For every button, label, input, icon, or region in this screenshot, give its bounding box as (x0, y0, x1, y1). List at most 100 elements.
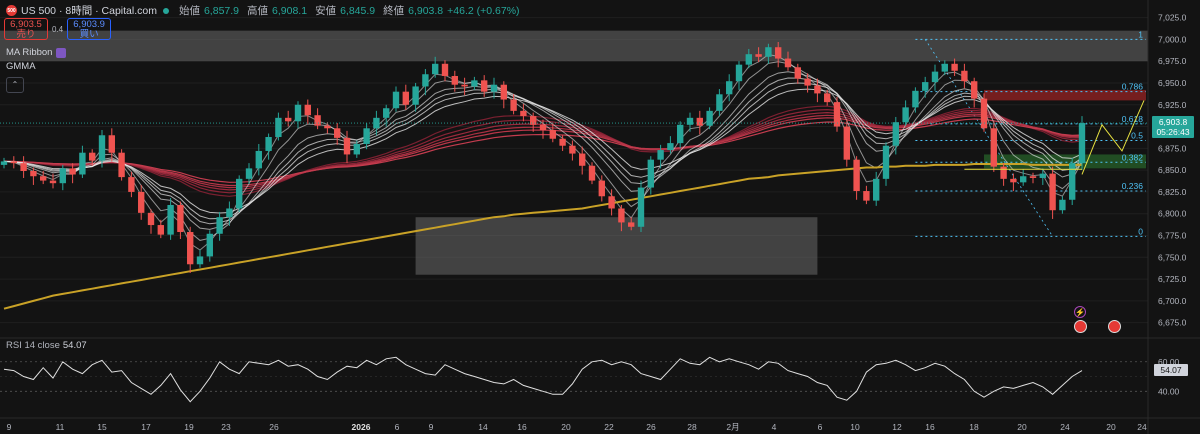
candle-body (588, 165, 596, 181)
candle-body (383, 108, 390, 118)
time-tick-label: 20 (561, 422, 571, 432)
candle-body (343, 137, 351, 155)
price-tick-label: 6,750.0 (1158, 252, 1187, 262)
candle-body (1059, 199, 1066, 211)
candle-body (353, 143, 360, 155)
candle-body (1069, 163, 1076, 200)
time-tick-label: 19 (184, 422, 194, 432)
candle-body (1029, 176, 1037, 178)
candle-body (755, 54, 762, 57)
candle-body (89, 152, 96, 161)
time-tick-label: 26 (269, 422, 279, 432)
candle-body (775, 47, 782, 59)
time-tick-label: 23 (221, 422, 231, 432)
change-value: +46.2 (+0.67%) (447, 4, 520, 17)
time-tick-label: 20 (1106, 422, 1116, 432)
candle-body (971, 81, 978, 99)
candle-body (686, 117, 694, 125)
candle-body (794, 67, 801, 79)
candle-body (118, 152, 125, 178)
price-tick-label: 6,725.0 (1158, 274, 1187, 284)
sell-price: 6,903.5 (10, 19, 42, 30)
candle-body (187, 232, 194, 265)
candle-body (784, 58, 792, 68)
rsi-line (3, 356, 1083, 403)
price-axis[interactable]: 7,025.07,000.06,975.06,950.06,925.06,900… (1147, 0, 1187, 434)
fib-label: 0.5 (1131, 130, 1143, 140)
time-tick-label: 26 (646, 422, 656, 432)
ma-ribbon-label: MA Ribbon (6, 47, 53, 58)
open-label: 始値 (178, 5, 200, 17)
fib-zone-red (984, 89, 1146, 101)
us-flag-icon[interactable] (1074, 320, 1087, 333)
gmma-line (3, 77, 1083, 225)
us-flag-icon[interactable] (1108, 320, 1121, 333)
candle-body (432, 63, 439, 75)
candle-body (892, 122, 899, 146)
time-tick-label: 18 (969, 422, 979, 432)
candle-body (530, 116, 537, 125)
candle-body (147, 212, 155, 226)
symbol-header: 500 US 500 · 8時間 · Capital.com 始値 6,857.9… (6, 3, 520, 18)
projection-lines (0, 100, 1148, 175)
candle-body (79, 152, 86, 175)
candle-body (69, 168, 76, 175)
price-zone (415, 217, 818, 275)
time-axis[interactable]: 9 11 15 17 19 23 26 2026 6 9 14 16 20 22 26 28 2月 4 6 10 12 1… (0, 417, 1200, 432)
chart-grid (0, 17, 1148, 324)
candle-body (873, 178, 880, 201)
projection-zigzag (1081, 100, 1145, 175)
candle-body (677, 124, 684, 144)
price-tick-label: 6,925.0 (1158, 100, 1187, 110)
symbol-title[interactable]: US 500 · 8時間 · Capital.com (21, 5, 157, 17)
time-tick-label: 28 (687, 422, 697, 432)
market-open-icon (162, 7, 169, 14)
chevron-up-icon[interactable]: ⌃ (6, 77, 24, 93)
time-tick-label: 2026 (352, 422, 371, 432)
candle-body (1078, 123, 1086, 164)
candle-body (696, 117, 703, 126)
candle-body (520, 110, 527, 117)
candle-body (363, 128, 370, 144)
indicator-gmma[interactable]: GMMA (6, 61, 36, 72)
candle-body (255, 150, 262, 169)
time-tick-label: 15 (97, 422, 107, 432)
time-tick-label: 24 (1137, 422, 1147, 432)
rsi-level-label: 60.00 (1158, 357, 1180, 367)
candle-body (657, 150, 664, 160)
price-tick-label: 6,700.0 (1158, 296, 1187, 306)
candle-body (216, 217, 223, 234)
candle-body (804, 78, 811, 86)
candle-body (30, 171, 37, 177)
candle-body (912, 90, 919, 108)
sell-button[interactable]: 6,903.5 売り (4, 18, 48, 40)
spread-value: 0.4 (52, 24, 64, 34)
price-tick-label: 6,875.0 (1158, 143, 1187, 153)
rsi-label: RSI 14 close (6, 340, 60, 351)
time-tick-label: 4 (772, 422, 777, 432)
candle-body (931, 71, 939, 83)
gmma-line (3, 71, 1083, 230)
trade-buttons: 6,903.5 売り 0.4 6,903.9 買い (4, 18, 112, 40)
candle-body (941, 63, 948, 72)
candle-body (647, 159, 654, 188)
candle-body (373, 117, 380, 129)
time-tick-label: 24 (1060, 422, 1070, 432)
candle-body (765, 47, 772, 57)
flash-icon[interactable]: ⚡ (1074, 306, 1086, 318)
resistance-support-zones (0, 30, 1148, 275)
candle-body (843, 126, 850, 160)
time-tick-label: 2月 (726, 422, 739, 432)
indicator-settings-icon[interactable] (56, 47, 67, 58)
candle-body (980, 98, 988, 129)
candle-body (10, 161, 17, 164)
candle-body (833, 102, 841, 127)
candle-body (706, 110, 713, 126)
buy-button[interactable]: 6,903.9 買い (67, 18, 112, 40)
high-label: 高値 (247, 5, 269, 17)
rsi-legend[interactable]: RSI 14 close 54.07 (6, 340, 87, 351)
indicator-ma-ribbon[interactable]: MA Ribbon (6, 47, 67, 58)
candle-body (304, 104, 311, 116)
candle-body (726, 81, 733, 95)
